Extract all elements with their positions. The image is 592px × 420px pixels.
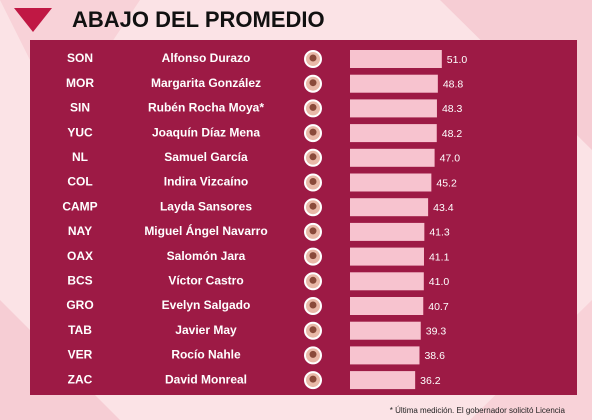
state: ZAC	[68, 372, 93, 386]
governor-name: Salomón Jara	[167, 249, 246, 263]
state: OAX	[67, 249, 93, 263]
state: VER	[68, 348, 93, 362]
value-label: 38.6	[424, 350, 445, 362]
state: TAB	[68, 323, 92, 337]
avatar-face	[309, 301, 317, 309]
bar	[350, 346, 420, 365]
state: NL	[72, 150, 88, 164]
bar	[350, 222, 425, 241]
bar	[350, 50, 442, 68]
value-label: 41.1	[429, 251, 450, 263]
value-label: 47.0	[440, 153, 461, 165]
value-label: 48.2	[442, 128, 463, 140]
governor-name: David Monreal	[165, 372, 247, 386]
value-label: 36.2	[420, 375, 441, 387]
governor-name: Indira Vizcaíno	[164, 175, 248, 189]
avatar-face	[309, 202, 317, 210]
avatar-face	[309, 54, 317, 62]
avatar-face	[309, 103, 317, 111]
avatar-face	[309, 326, 317, 334]
state: CAMP	[62, 199, 97, 213]
avatar-face	[309, 79, 317, 87]
state: NAY	[68, 224, 92, 238]
bar	[350, 321, 421, 340]
bar	[350, 124, 437, 143]
bar	[350, 247, 424, 266]
governor-name: Layda Sansores	[160, 199, 252, 213]
value-label: 45.2	[436, 177, 457, 189]
bar	[350, 173, 432, 192]
bar	[350, 297, 424, 315]
value-label: 39.3	[426, 325, 447, 337]
avatar-face	[309, 276, 317, 284]
state: YUC	[67, 125, 93, 139]
state: BCS	[67, 273, 92, 287]
value-label: 51.0	[447, 54, 468, 66]
value-label: 40.7	[428, 301, 449, 313]
avatar-face	[309, 375, 317, 383]
value-label: 48.8	[443, 78, 464, 90]
governor-name: Miguel Ángel Navarro	[144, 223, 267, 238]
state: COL	[67, 175, 92, 189]
state: GRO	[66, 298, 93, 312]
bar	[350, 198, 429, 217]
value-label: 41.0	[429, 276, 450, 288]
avatar-face	[309, 227, 317, 235]
bar	[350, 74, 438, 93]
governor-name: Samuel García	[164, 150, 248, 164]
avatar-face	[309, 178, 317, 185]
state: MOR	[66, 76, 94, 90]
panel	[30, 40, 577, 395]
governor-name: Alfonso Durazo	[162, 51, 251, 65]
governor-name: Joaquín Díaz Mena	[152, 125, 260, 139]
avatar-face	[309, 128, 317, 136]
governor-name: Margarita González	[151, 76, 261, 90]
avatar-face	[309, 153, 317, 161]
governor-name: Javier May	[175, 323, 237, 337]
value-label: 48.3	[442, 103, 463, 115]
governor-name: Rubén Rocha Moya*	[148, 101, 264, 115]
bar	[350, 99, 437, 118]
title-icon	[14, 8, 52, 32]
footnote: * Última medición. El gobernador solicit…	[390, 406, 566, 415]
avatar-face	[309, 252, 317, 260]
governor-name: Evelyn Salgado	[162, 298, 251, 312]
bar	[350, 272, 424, 291]
value-label: 43.4	[433, 202, 454, 214]
governor-name: Víctor Castro	[168, 273, 243, 287]
value-label: 41.3	[429, 227, 450, 239]
bar	[350, 371, 416, 390]
bar	[350, 148, 435, 167]
state: SON	[67, 51, 93, 65]
governor-name: Rocío Nahle	[171, 348, 241, 362]
avatar-face	[309, 350, 317, 358]
title: ABAJO DEL PROMEDIO	[72, 7, 325, 32]
state: SIN	[70, 101, 90, 115]
